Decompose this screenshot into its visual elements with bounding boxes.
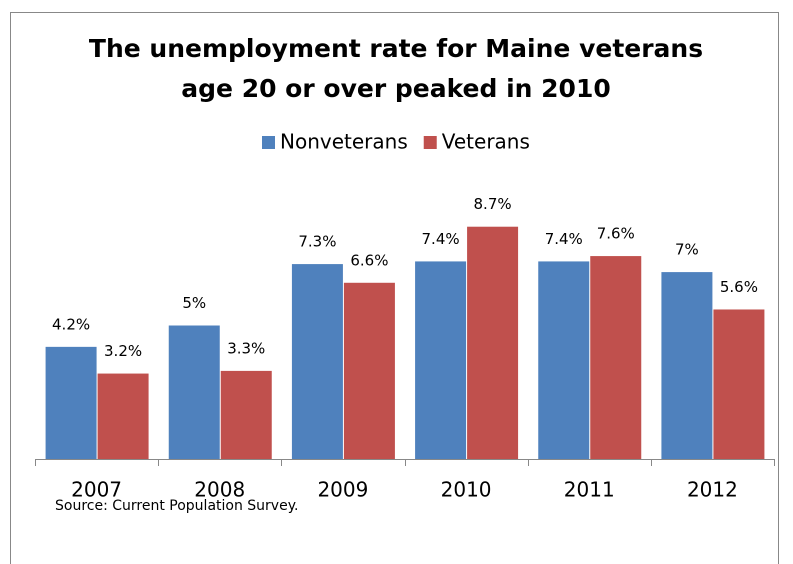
source-note: Source: Current Population Survey. [55, 498, 298, 514]
bar [168, 325, 220, 459]
data-label: 7.3% [298, 233, 336, 251]
data-label: 8.7% [474, 195, 512, 213]
data-label: 5.6% [720, 278, 758, 296]
chart-frame [10, 12, 779, 564]
x-tick-label: 2011 [564, 478, 615, 502]
bar [97, 373, 149, 459]
x-tick-label: 2007 [71, 478, 122, 502]
data-label: 5% [182, 294, 206, 312]
legend-label: Nonveterans [280, 130, 408, 154]
bar [661, 272, 713, 459]
data-label: 4.2% [52, 315, 90, 333]
x-tick-label: 2012 [687, 478, 738, 502]
data-label: 7.4% [422, 230, 460, 248]
x-tick-label: 2010 [441, 478, 492, 502]
bar [713, 309, 765, 459]
x-tick-label: 2009 [317, 478, 368, 502]
bar [590, 256, 642, 459]
bar [343, 282, 395, 459]
data-label: 3.3% [227, 339, 265, 357]
bar [220, 370, 272, 459]
bar [415, 261, 467, 459]
legend-swatch [262, 136, 275, 149]
chart-title: age 20 or over peaked in 2010 [181, 74, 610, 103]
legend-swatch [423, 136, 437, 149]
legend-label: Veterans [442, 130, 530, 154]
x-tick-label: 2008 [194, 478, 245, 502]
bar [45, 346, 97, 459]
bar [291, 264, 343, 459]
bar [467, 226, 519, 459]
data-label: 7.6% [597, 225, 635, 243]
data-label: 3.2% [104, 342, 142, 360]
bar [538, 261, 590, 459]
data-label: 7% [675, 241, 699, 259]
data-label: 7.4% [545, 230, 583, 248]
data-label: 6.6% [350, 251, 388, 269]
chart-title: The unemployment rate for Maine veterans [89, 34, 703, 63]
